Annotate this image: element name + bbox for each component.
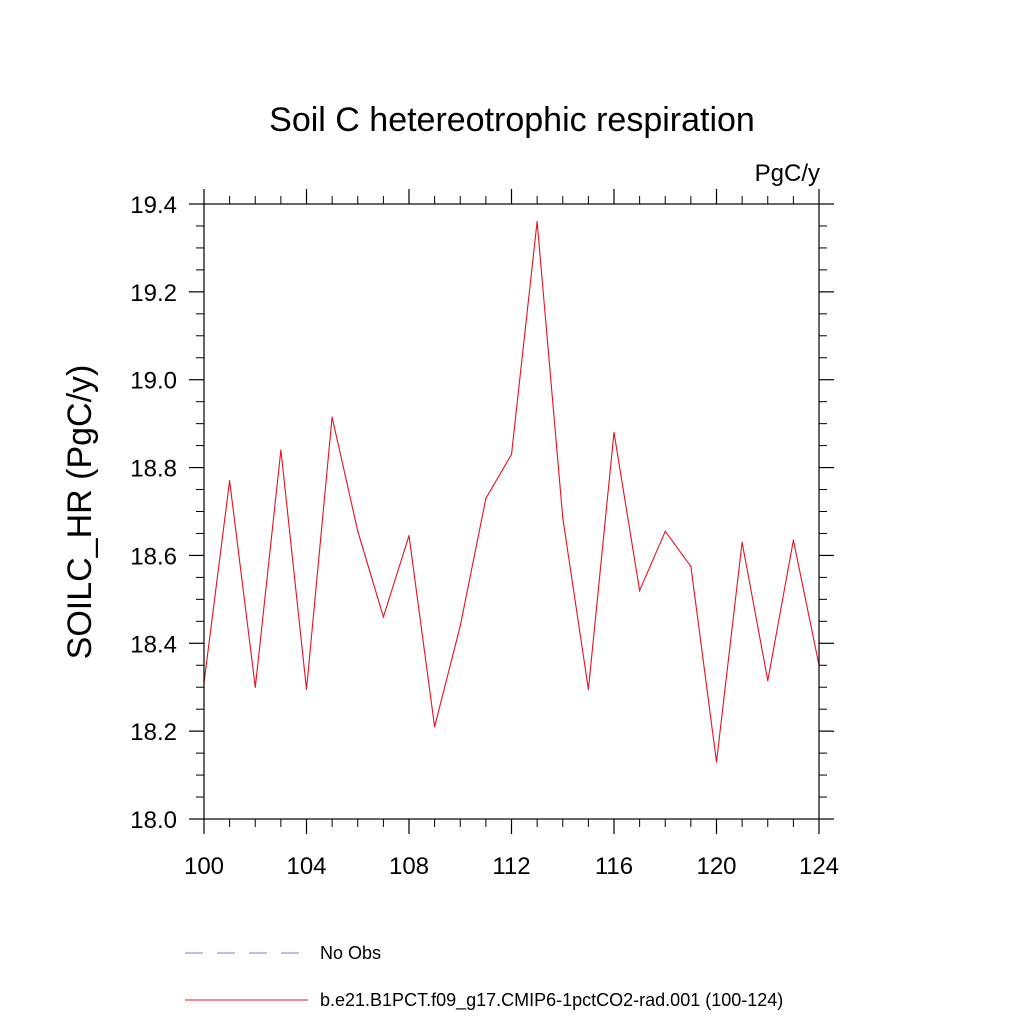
series-layer bbox=[203, 220, 820, 763]
data-point bbox=[639, 589, 641, 592]
y-tick-label: 18.2 bbox=[130, 719, 177, 746]
data-point bbox=[331, 416, 333, 418]
data-point bbox=[587, 688, 589, 691]
y-tick-label: 19.2 bbox=[130, 280, 177, 307]
data-point bbox=[408, 535, 410, 537]
data-point bbox=[792, 539, 794, 541]
x-tick-label: 116 bbox=[595, 853, 633, 880]
data-point bbox=[741, 541, 743, 543]
y-tick-label: 19.0 bbox=[130, 368, 177, 395]
series-line-0 bbox=[203, 221, 820, 762]
x-tick-label: 120 bbox=[696, 853, 736, 880]
y-tick-label: 18.8 bbox=[130, 456, 177, 483]
data-point bbox=[485, 497, 487, 499]
chart-title: Soil C hetereotrophic respiration bbox=[269, 101, 755, 139]
x-tick-label: 100 bbox=[184, 853, 224, 880]
y-axis-label: SOILC_HR (PgC/y) bbox=[61, 365, 99, 660]
data-point bbox=[613, 431, 615, 434]
units-label: PgC/y bbox=[755, 160, 820, 187]
data-point bbox=[459, 625, 461, 627]
data-point bbox=[562, 517, 564, 519]
x-tick-label: 112 bbox=[492, 853, 530, 880]
y-tick-label: 18.6 bbox=[130, 543, 177, 570]
data-point bbox=[767, 680, 769, 682]
data-point bbox=[357, 530, 359, 532]
tick-labels: 100 104 108 112 116 120 124 18.0 18.2 18.4 18.6 18.… bbox=[130, 192, 839, 880]
data-point bbox=[434, 726, 436, 728]
y-tick-label: 18.4 bbox=[130, 631, 177, 658]
major-ticks bbox=[189, 189, 834, 834]
x-tick-label: 124 bbox=[799, 853, 839, 880]
data-point bbox=[510, 453, 513, 455]
data-point bbox=[305, 688, 308, 691]
data-point bbox=[229, 480, 231, 482]
legend: No Obs b.e21.B1PCT.f09_g17.CMIP6-1pctCO2… bbox=[185, 943, 783, 1011]
data-point bbox=[254, 686, 256, 688]
data-point bbox=[280, 449, 282, 451]
plot-frame bbox=[203, 203, 820, 820]
data-point bbox=[715, 761, 718, 763]
y-tick-label: 18.0 bbox=[130, 807, 177, 834]
minor-ticks bbox=[196, 196, 827, 827]
data-point bbox=[536, 220, 538, 223]
x-tick-label: 104 bbox=[286, 853, 326, 880]
y-tick-label: 19.4 bbox=[130, 192, 177, 219]
x-tick-label: 108 bbox=[389, 853, 429, 880]
legend-label-no-obs: No Obs bbox=[320, 943, 381, 963]
data-point bbox=[664, 530, 666, 532]
data-point bbox=[382, 616, 384, 618]
data-point bbox=[690, 565, 692, 568]
legend-label-series: b.e21.B1PCT.f09_g17.CMIP6-1pctCO2-rad.00… bbox=[320, 990, 783, 1011]
